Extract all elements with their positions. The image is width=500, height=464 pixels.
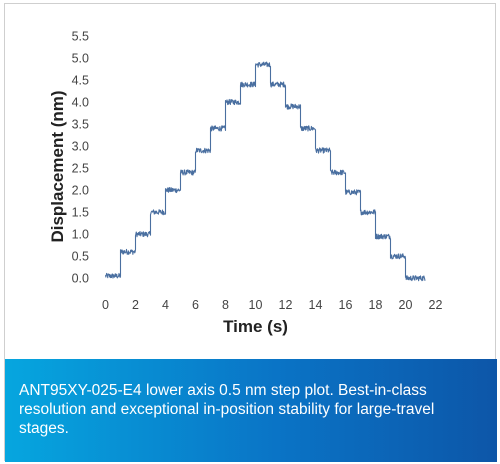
- x-tick-label: 4: [162, 298, 169, 312]
- y-tick-label: 3.0: [72, 140, 89, 154]
- x-axis-title: Time (s): [223, 317, 288, 336]
- y-tick-label: 3.5: [72, 118, 89, 132]
- x-tick-label: 22: [429, 298, 443, 312]
- y-axis-title: Displacement (nm): [48, 90, 67, 242]
- y-tick-label: 1.0: [72, 228, 89, 242]
- y-tick-label: 4.0: [72, 96, 89, 110]
- x-axis-ticks: 0 2 4 6 8 10 12 14 16 18 20 22: [102, 298, 442, 312]
- x-tick-label: 6: [192, 298, 199, 312]
- y-axis-ticks: 0.0 0.5 1.0 1.5 2.0 2.5 3.0 3.5 4.0 4.5 5.0 5.5: [72, 30, 89, 286]
- x-tick-label: 8: [222, 298, 229, 312]
- y-tick-label: 0.5: [72, 250, 89, 264]
- step-plot-chart: 0.0 0.5 1.0 1.5 2.0 2.5 3.0 3.5 4.0 4.5 5.0 5.5 0 2 4…: [48, 30, 442, 337]
- y-tick-label: 0.0: [72, 272, 89, 286]
- caption-text: ANT95XY-025-E4 lower axis 0.5 nm step pl…: [19, 382, 435, 437]
- x-tick-label: 20: [399, 298, 413, 312]
- chart-card: 0.0 0.5 1.0 1.5 2.0 2.5 3.0 3.5 4.0 4.5 5.0 5.5 0 2 4…: [4, 3, 497, 462]
- x-tick-label: 0: [102, 298, 109, 312]
- y-tick-label: 1.5: [72, 206, 89, 220]
- y-tick-label: 5.5: [72, 30, 89, 44]
- y-tick-label: 4.5: [72, 74, 89, 88]
- x-tick-label: 10: [249, 298, 263, 312]
- x-tick-label: 12: [279, 298, 293, 312]
- x-tick-label: 14: [309, 298, 323, 312]
- x-tick-label: 2: [132, 298, 139, 312]
- y-tick-label: 2.0: [72, 184, 89, 198]
- y-tick-label: 2.5: [72, 162, 89, 176]
- x-tick-label: 18: [369, 298, 383, 312]
- displacement-series-line: [104, 61, 426, 282]
- y-tick-label: 5.0: [72, 52, 89, 66]
- x-tick-label: 16: [339, 298, 353, 312]
- chart-area: 0.0 0.5 1.0 1.5 2.0 2.5 3.0 3.5 4.0 4.5 5.0 5.5 0 2 4…: [5, 4, 497, 359]
- caption-banner: ANT95XY-025-E4 lower axis 0.5 nm step pl…: [5, 359, 497, 462]
